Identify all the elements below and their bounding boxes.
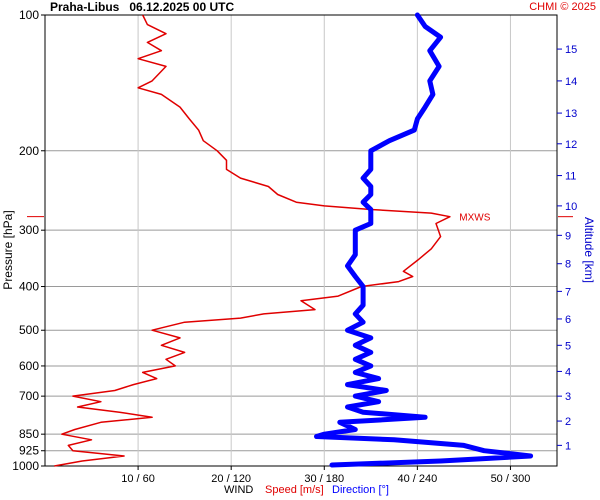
direction-line (314, 12, 534, 468)
pressure-tick-label: 850 (19, 427, 39, 441)
pressure-tick-label: 400 (19, 280, 39, 294)
altitude-tick-label: 5 (565, 340, 571, 352)
grid (45, 15, 557, 466)
altitude-tick-label: 3 (565, 391, 571, 403)
pressure-axis-label: Pressure [hPa] (1, 210, 15, 289)
speed-direction-axis: 10 / 60 20 / 120 30 / 180 40 / 240 50 / 300 (121, 466, 530, 485)
altitude-tick-label: 14 (565, 76, 577, 88)
altitude-tick-label: 2 (565, 416, 571, 428)
pressure-tick-label: 500 (19, 323, 39, 337)
altitude-tick-label: 8 (565, 259, 571, 271)
direction-legend: Direction [°] (332, 484, 389, 496)
altitude-tick-label: 6 (565, 314, 571, 326)
pressure-tick-label: 700 (19, 389, 39, 403)
altitude-tick-label: 7 (565, 286, 571, 298)
x-tick-label: 20 / 120 (211, 473, 251, 485)
pressure-tick-label: 600 (19, 359, 39, 373)
plot-frame (44, 14, 558, 467)
pressure-tick-label: 100 (19, 8, 39, 22)
x-tick-label: 30 / 180 (304, 473, 344, 485)
speed-line (54, 14, 451, 467)
credit-label: CHMI © 2025 (529, 1, 596, 13)
altitude-tick-label: 12 (565, 139, 577, 151)
wind-label: WIND (224, 484, 254, 496)
altitude-tick-label: 4 (565, 366, 571, 378)
mxws-annotation: MXWS (27, 213, 573, 224)
pressure-tick-label: 200 (19, 144, 39, 158)
footer-legend: WIND Speed [m/s] Direction [°] (0, 484, 600, 500)
altitude-tick-label: 11 (565, 171, 576, 183)
station-title: Praha-Libus 06.12.2025 00 UTC (50, 0, 235, 14)
altitude-tick-label: 9 (565, 230, 571, 242)
altitude-tick-label: 15 (565, 44, 577, 56)
direction-series (314, 12, 534, 468)
altitude-tick-label: 1 (565, 440, 571, 452)
pressure-tick-label: 1000 (12, 459, 39, 473)
altitude-tick-label: 13 (565, 108, 577, 120)
x-tick-label: 40 / 240 (397, 473, 437, 485)
pressure-tick-label: 925 (19, 444, 39, 458)
altitude-tick-label: 10 (565, 201, 577, 213)
speed-series (54, 14, 451, 467)
x-tick-label: 10 / 60 (121, 473, 155, 485)
mxws-label: MXWS (459, 213, 490, 224)
speed-legend: Speed [m/s] (265, 484, 324, 496)
x-tick-label: 50 / 300 (491, 473, 531, 485)
altitude-axis-label: Altitude [km] (582, 217, 596, 283)
pressure-tick-label: 300 (19, 223, 39, 237)
